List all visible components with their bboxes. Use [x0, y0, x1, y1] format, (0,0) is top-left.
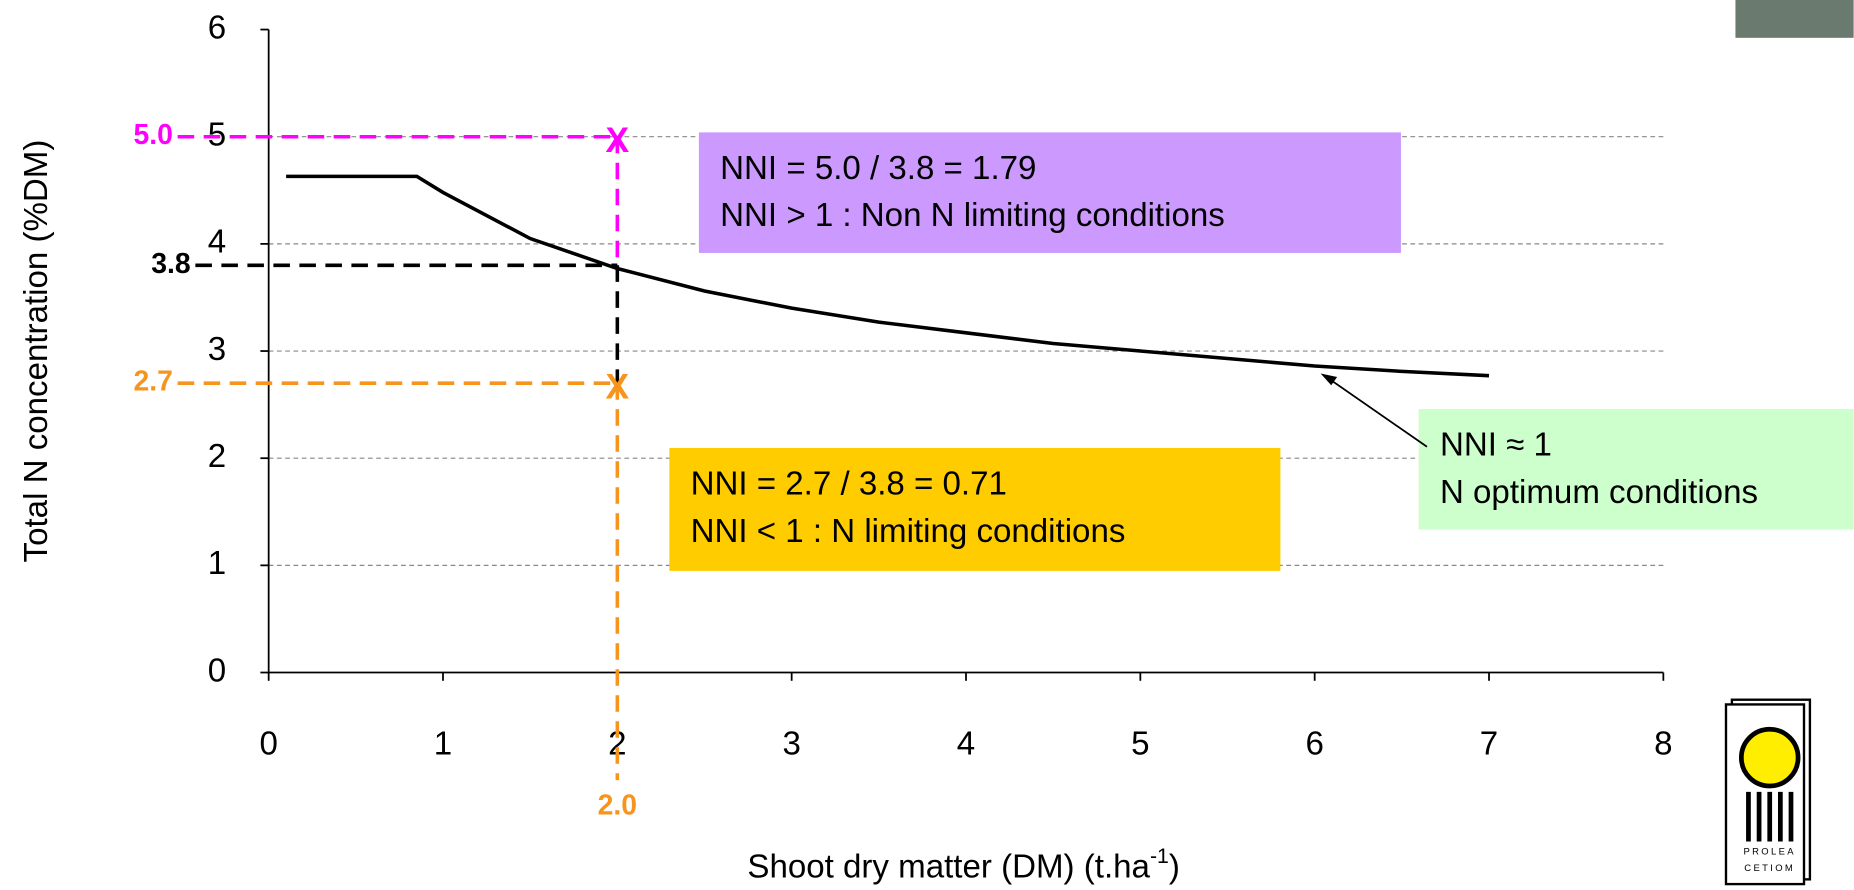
x-axis-title-end: ): [1169, 848, 1180, 885]
reference-label: 2.7: [133, 366, 172, 398]
x-axis-title-text: Shoot dry matter (DM) (t.ha: [747, 848, 1150, 885]
x-tick-label: 7: [1480, 726, 1498, 763]
logo-sun: [1738, 726, 1801, 789]
y-tick-label: 1: [208, 545, 226, 582]
logo-bars: [1746, 791, 1794, 842]
x-tick-label: 1: [434, 726, 452, 763]
annotation-text: NNI ≈ 1: [1440, 427, 1552, 464]
logo-text: PROLEA: [1743, 847, 1795, 858]
x-tick-label: 6: [1305, 726, 1323, 763]
line-series: [286, 174, 1490, 378]
x-tick-label: 5: [1131, 726, 1149, 763]
x-axis-title: Shoot dry matter (DM) (t.ha-1): [747, 844, 1180, 886]
annotation-box: [698, 132, 1401, 253]
photo-corner: [1735, 0, 1854, 38]
point-marker: X: [606, 120, 630, 160]
annotation-text: NNI < 1 : N limiting conditions: [691, 513, 1126, 550]
x-tick-label: 4: [957, 726, 975, 763]
annotation-text: NNI = 2.7 / 3.8 = 0.71: [691, 466, 1007, 503]
annotation-text: NNI = 5.0 / 3.8 = 1.79: [720, 150, 1036, 187]
logo-text: CETIOM: [1744, 863, 1795, 874]
annotation-text: NNI > 1 : Non N limiting conditions: [720, 197, 1225, 234]
x-reference-label: 2.0: [598, 790, 637, 822]
y-tick-label: 6: [208, 9, 226, 46]
y-tick-label: 3: [208, 331, 226, 368]
x-tick-label: 0: [259, 726, 277, 763]
x-tick-label: 3: [782, 726, 800, 763]
y-axis-title: Total N concentration (%DM): [18, 140, 55, 563]
reference-label: 5.0: [133, 119, 172, 151]
reference-label: 3.8: [151, 248, 190, 280]
point-marker: X: [606, 366, 630, 406]
x-tick-label: 8: [1654, 726, 1672, 763]
x-axis-title-sup: -1: [1150, 844, 1169, 868]
annotation-text: N optimum conditions: [1440, 474, 1758, 511]
annotation-arrow: [1325, 376, 1428, 448]
annotation-box: [1418, 408, 1854, 530]
y-tick-label: 4: [208, 224, 226, 261]
y-tick-label: 0: [208, 652, 226, 689]
y-tick-label: 2: [208, 438, 226, 475]
annotation-box: [669, 447, 1281, 571]
annotation-arrowhead: [1320, 373, 1338, 386]
x-tick-label: 2: [608, 726, 626, 763]
